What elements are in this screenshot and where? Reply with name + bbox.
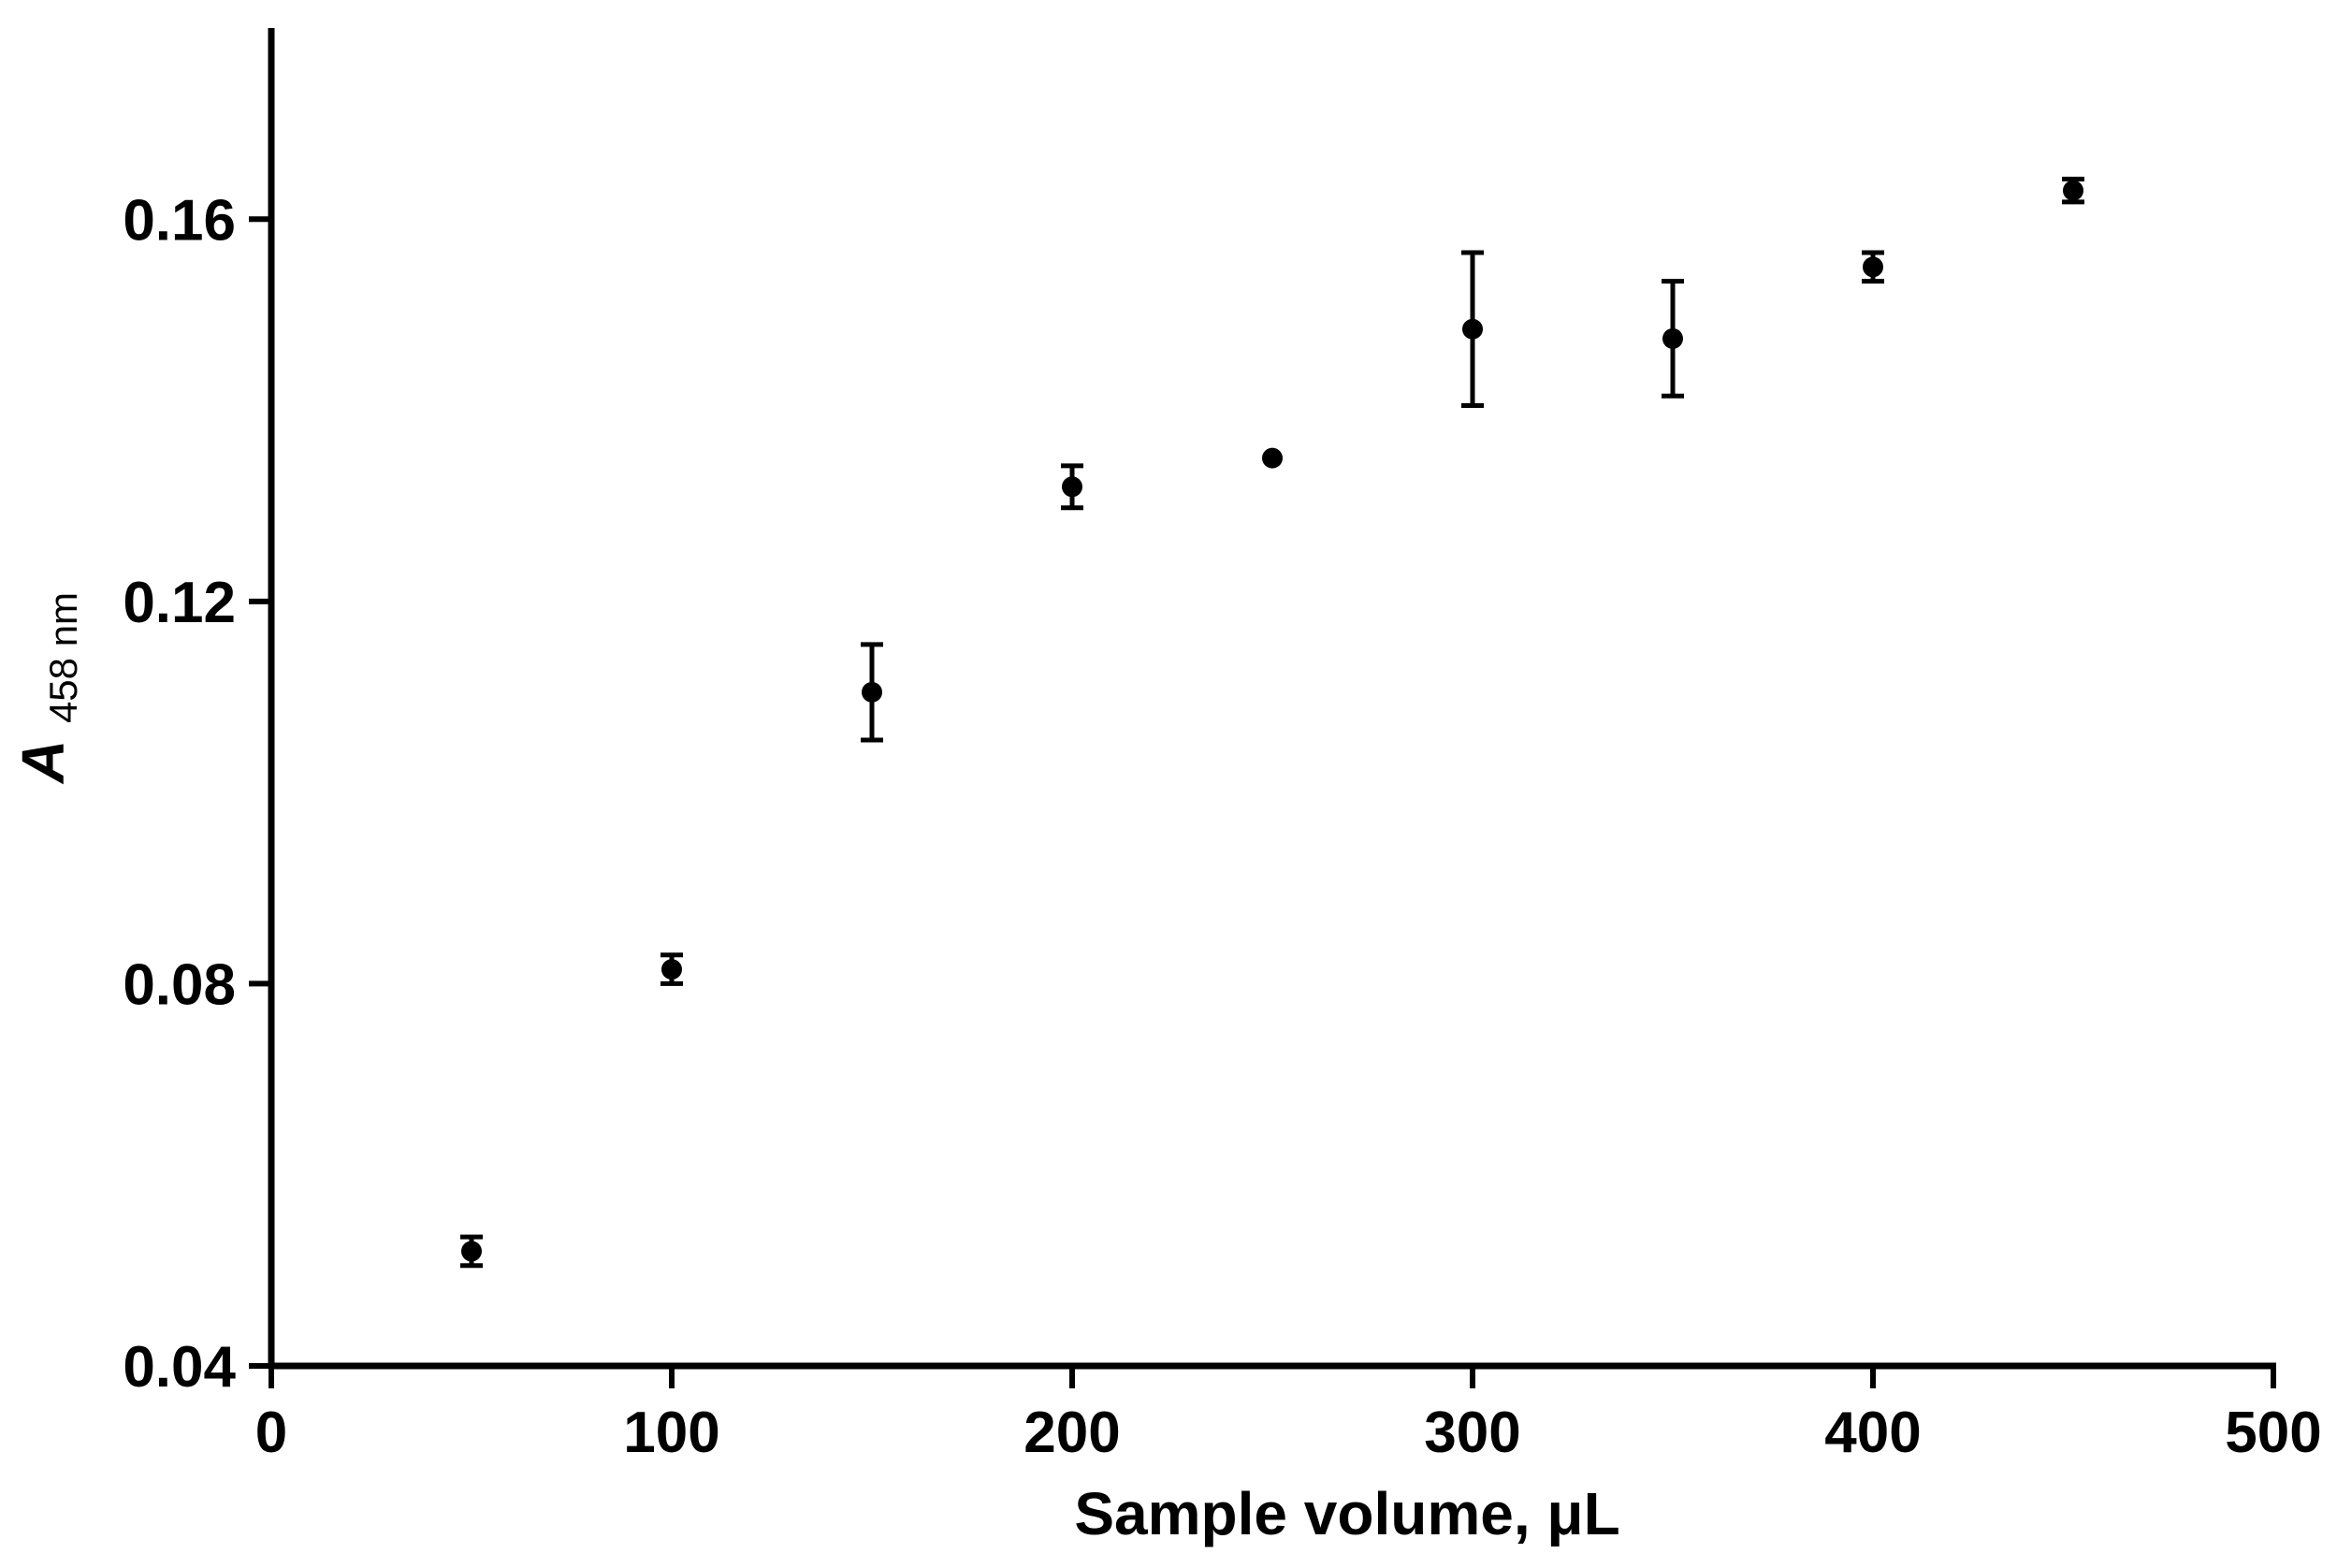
data-point [862,681,882,703]
x-tick-label: 500 [2225,1401,2321,1465]
data-point [1062,476,1082,498]
x-tick-label: 0 [255,1401,287,1465]
data-point [461,1241,482,1262]
data-point [661,959,682,980]
y-tick-label: 0.16 [123,188,236,253]
y-axis-ticks: 0.04 0.08 0.12 0.16 [123,188,271,1400]
y-tick-label: 0.04 [123,1335,236,1400]
x-tick-label: 400 [1824,1401,1921,1465]
y-tick-label: 0.08 [123,952,236,1017]
data-point [1262,447,1283,469]
data-point [1462,318,1483,340]
error-bars [460,176,2084,1269]
y-tick-label: 0.12 [123,571,236,635]
x-tick-label: 300 [1424,1401,1520,1465]
y-axis-title-main: A [9,740,77,785]
x-tick-label: 100 [623,1401,719,1465]
x-axis-ticks: 0 100 200 300 400 500 [255,1366,2322,1465]
y-axis-title: A 458 nm [9,592,85,785]
y-axis-title-subscript: 458 nm [41,592,85,723]
axes [268,28,2276,1370]
data-points [461,180,2083,1262]
x-tick-label: 200 [1023,1401,1120,1465]
data-point [2063,180,2083,201]
data-point [1863,256,1883,278]
x-axis-title: Sample volume, μL [1074,1480,1619,1547]
data-point [1662,327,1683,349]
